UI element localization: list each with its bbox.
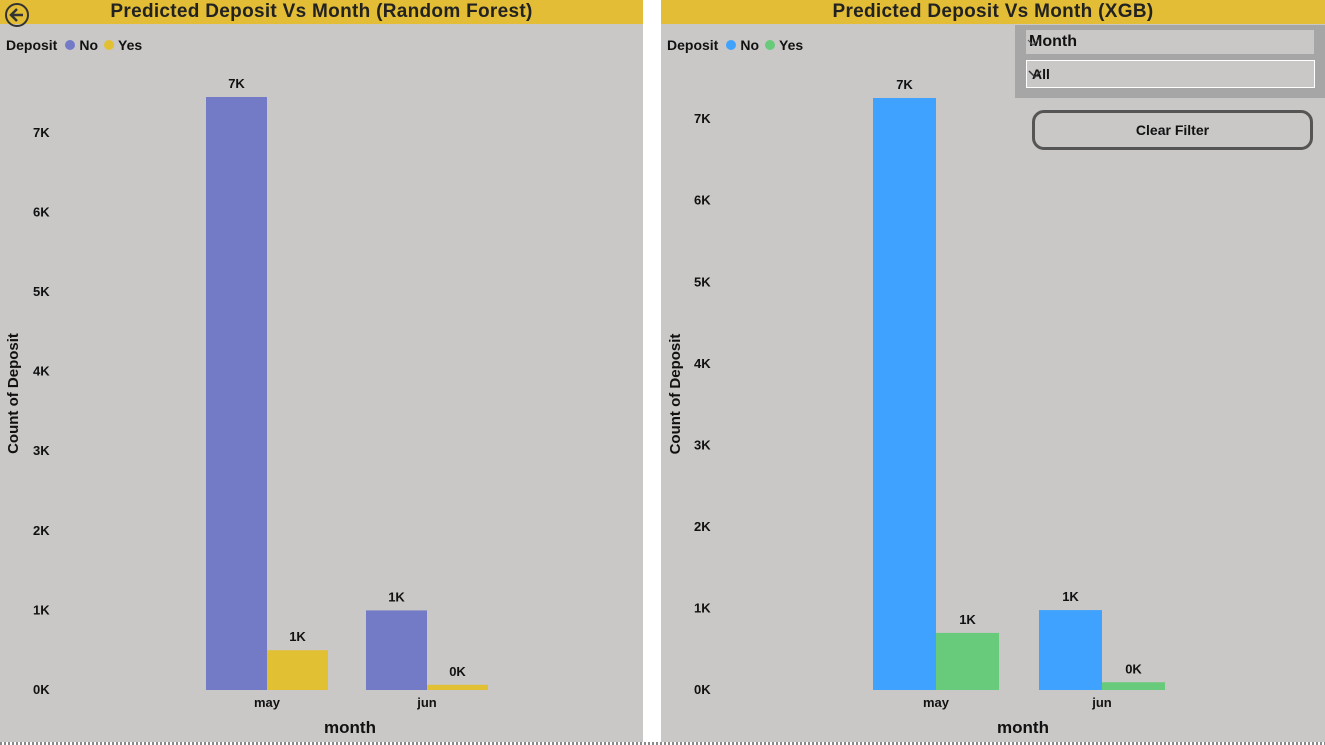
y-tick-label: 2K — [694, 519, 711, 534]
legend-dot-no — [65, 40, 76, 50]
month-slicer: Month All — [1015, 25, 1325, 98]
y-tick-label: 2K — [33, 523, 50, 538]
legend-label-no: No — [740, 37, 760, 53]
bar-no-may — [206, 97, 267, 690]
data-label: 1K — [1062, 589, 1079, 604]
bar-yes-may — [936, 632, 999, 690]
legend-label-yes: Yes — [118, 37, 143, 53]
bar-chart-xgb: 0K 1K 2K 3K 4K 5K 6K 7K Count of Deposit 7K 1K may 1… — [667, 77, 1165, 737]
legend-label-no: No — [79, 37, 99, 53]
data-label: 1K — [388, 589, 405, 604]
arrow-left-icon — [9, 8, 23, 22]
y-tick-label: 0K — [694, 682, 711, 697]
legend-entry-no[interactable]: No — [57, 37, 98, 53]
legend-dot-no — [726, 40, 737, 50]
data-label: 7K — [228, 76, 245, 91]
y-tick-label: 3K — [694, 437, 711, 452]
bar-no-jun — [366, 610, 427, 690]
chart-panel-random-forest: Predicted Deposit Vs Month (Random Fores… — [0, 0, 643, 742]
data-label: 7K — [896, 77, 913, 92]
legend-title: Deposit — [6, 37, 58, 53]
data-label: 0K — [449, 664, 466, 679]
bar-chart-random-forest: 0K 1K 2K 3K 4K 5K 6K 7K Count of Deposit 7K 1K may 1… — [5, 76, 488, 737]
legend-dot-yes — [765, 40, 776, 50]
y-tick-label: 5K — [694, 274, 711, 289]
y-tick-label: 1K — [33, 602, 50, 617]
x-tick-label: may — [923, 695, 950, 710]
x-tick-label: jun — [416, 695, 437, 710]
month-dropdown[interactable]: All — [1026, 60, 1315, 88]
bar-yes-may — [267, 650, 328, 690]
chevron-down-icon — [1028, 70, 1042, 79]
legend-entry-no[interactable]: No — [718, 37, 759, 53]
chevron-down-icon — [1027, 39, 1039, 46]
x-axis-label: month — [324, 718, 376, 737]
bar-yes-jun — [427, 684, 488, 690]
slicer-title[interactable]: Month — [1026, 30, 1314, 54]
bar-yes-jun — [1102, 682, 1165, 690]
y-tick-label: 7K — [33, 125, 50, 140]
legend-dot-yes — [104, 40, 115, 50]
y-tick-label: 6K — [694, 193, 711, 208]
legend-title: Deposit — [667, 37, 719, 53]
x-tick-label: jun — [1091, 695, 1112, 710]
y-tick-label: 4K — [33, 364, 50, 379]
y-tick-label: 6K — [33, 204, 50, 219]
x-axis-label: month — [997, 718, 1049, 737]
legend-entry-yes[interactable]: Yes — [98, 37, 142, 53]
y-tick-label: 5K — [33, 284, 50, 299]
y-tick-label: 1K — [694, 600, 711, 615]
data-label: 1K — [959, 612, 976, 627]
legend-label-yes: Yes — [779, 37, 804, 53]
month-dropdown-value: All — [1032, 66, 1050, 82]
data-label: 1K — [289, 629, 306, 644]
y-axis-label: Count of Deposit — [667, 334, 684, 455]
x-tick-label: may — [254, 695, 281, 710]
page-bottom-edge — [0, 742, 1325, 745]
y-axis-label: Count of Deposit — [5, 333, 22, 454]
bar-no-may — [873, 98, 936, 690]
y-tick-label: 0K — [33, 682, 50, 697]
chart-title: Predicted Deposit Vs Month (XGB) — [661, 0, 1325, 24]
chart-legend: Deposit No Yes — [6, 37, 142, 53]
chart-title: Predicted Deposit Vs Month (Random Fores… — [0, 0, 643, 24]
y-tick-label: 3K — [33, 443, 50, 458]
bar-no-jun — [1039, 610, 1102, 690]
y-tick-label: 4K — [694, 356, 711, 371]
slicer-title-label: Month — [1029, 33, 1077, 50]
data-label: 0K — [1125, 661, 1142, 676]
legend-entry-yes[interactable]: Yes — [759, 37, 803, 53]
chart-legend: Deposit No Yes — [667, 37, 803, 53]
clear-filter-button[interactable]: Clear Filter — [1032, 110, 1313, 150]
y-tick-label: 7K — [694, 111, 711, 126]
back-button[interactable] — [5, 3, 29, 27]
